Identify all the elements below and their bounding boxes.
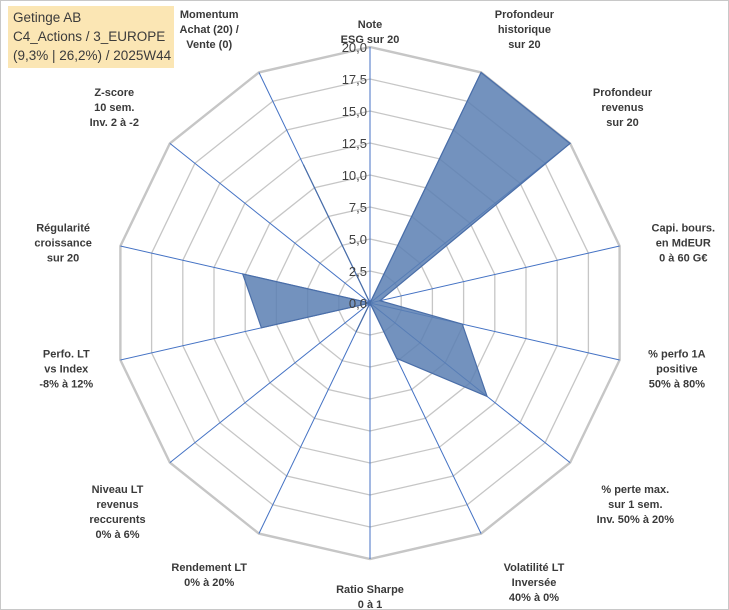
axis-label: Profondeur <box>593 87 653 99</box>
axis-label: -8% à 12% <box>39 378 93 390</box>
tick-label: 12,5 <box>342 136 367 151</box>
tick-label: 15,0 <box>342 104 367 119</box>
axis-label-group: Volatilité LT Inversée 40% à 0% <box>504 562 565 604</box>
axis-label: 0% à 20% <box>184 577 234 589</box>
axis-label: reccurents <box>89 514 145 526</box>
axis-label: 0% à 6% <box>95 529 139 541</box>
axis-label: Volatilité LT <box>504 562 565 574</box>
axis-label: 10 sem. <box>94 102 134 114</box>
axis-label-group: Ratio Sharpe 0 à 1 <box>336 584 404 610</box>
category-path: C4_Actions / 3_EUROPE <box>13 29 166 44</box>
axis-label: % perte max. <box>601 484 669 496</box>
axis-label: en MdEUR <box>656 238 711 250</box>
axis-label: 40% à 0% <box>509 592 559 604</box>
performance-week: (9,3% | 26,2%) / 2025W44 <box>13 48 172 63</box>
tick-label: 20,0 <box>342 40 367 55</box>
axis-label: Achat (20) / <box>180 24 239 36</box>
axis-label-group: % perfo 1A positive 50% à 80% <box>648 348 706 390</box>
axis-label: croissance <box>34 238 91 250</box>
axis-label-group: Profondeur historique sur 20 <box>495 9 555 51</box>
axis-label: sur 1 sem. <box>608 499 662 511</box>
axis-label: Inv. 2 à -2 <box>90 117 139 129</box>
axis-label-group: Capi. bours. en MdEUR 0 à 60 G€ <box>652 223 716 265</box>
tick-label: 7,5 <box>349 200 367 215</box>
axis-label-group: Momentum Achat (20) / Vente (0) <box>180 9 239 51</box>
axis-labels: Note ESG sur 20 Profondeur historique sur 20… <box>34 9 715 610</box>
axis-label: Profondeur <box>495 9 555 21</box>
tick-label: 17,5 <box>342 72 367 87</box>
stock-info-box: Getinge AB C4_Actions / 3_EUROPE (9,3% |… <box>8 6 174 68</box>
tick-label: 10,0 <box>342 168 367 183</box>
axis-label: revenus <box>96 499 138 511</box>
axis-label: positive <box>656 363 698 375</box>
axis-label: % perfo 1A <box>648 348 706 360</box>
axis-spoke <box>169 143 371 304</box>
axis-label-group: Perfo. LT vs Index -8% à 12% <box>39 348 93 390</box>
radial-tick-labels: 0,0 2,5 5,0 7,5 10,0 12,5 15,0 17,5 20,0 <box>342 40 367 311</box>
tick-label: 0,0 <box>349 296 367 311</box>
axis-label-group: Profondeur revenus sur 20 <box>593 87 653 129</box>
axis-label: Capi. bours. <box>652 223 716 235</box>
axis-label: Niveau LT <box>92 484 144 496</box>
axis-spoke <box>369 245 620 304</box>
axis-label-group: Z-score 10 sem. Inv. 2 à -2 <box>90 87 139 129</box>
axis-spoke <box>258 302 371 534</box>
axis-label: 0 à 60 G€ <box>659 253 707 265</box>
axis-label: vs Index <box>44 363 89 375</box>
axis-label: Momentum <box>180 9 239 21</box>
axis-label: Inv. 50% à 20% <box>597 514 675 526</box>
tick-label: 2,5 <box>349 264 367 279</box>
axis-label: Z-score <box>94 87 134 99</box>
axis-label: Inversée <box>512 577 557 589</box>
axis-label: Rendement LT <box>171 562 247 574</box>
axis-label: 50% à 80% <box>649 378 705 390</box>
axis-label-group: Régularité croissance sur 20 <box>34 223 91 265</box>
axis-label: sur 20 <box>606 117 638 129</box>
axis-label: Régularité <box>36 223 90 235</box>
axis-label: 0 à 1 <box>358 599 382 610</box>
axis-label: sur 20 <box>508 39 540 51</box>
radar-series <box>241 71 572 398</box>
axis-label: Note <box>358 19 382 31</box>
axis-label: sur 20 <box>47 253 79 265</box>
axis-label: Vente (0) <box>186 39 232 51</box>
axis-label: ESG sur 20 <box>341 34 400 46</box>
axis-label-group: Note ESG sur 20 <box>341 19 400 46</box>
axis-label: Perfo. LT <box>43 348 90 360</box>
axis-label: revenus <box>601 102 643 114</box>
axis-label-group: Rendement LT 0% à 20% <box>171 562 247 589</box>
axis-label: Ratio Sharpe <box>336 584 404 596</box>
axis-spoke <box>169 302 371 463</box>
axis-label-group: % perte max. sur 1 sem. Inv. 50% à 20% <box>597 484 675 526</box>
company-name: Getinge AB <box>13 10 82 25</box>
axis-label: historique <box>498 24 551 36</box>
tick-label: 5,0 <box>349 232 367 247</box>
axis-label-group: Niveau LT revenus reccurents 0% à 6% <box>89 484 145 541</box>
